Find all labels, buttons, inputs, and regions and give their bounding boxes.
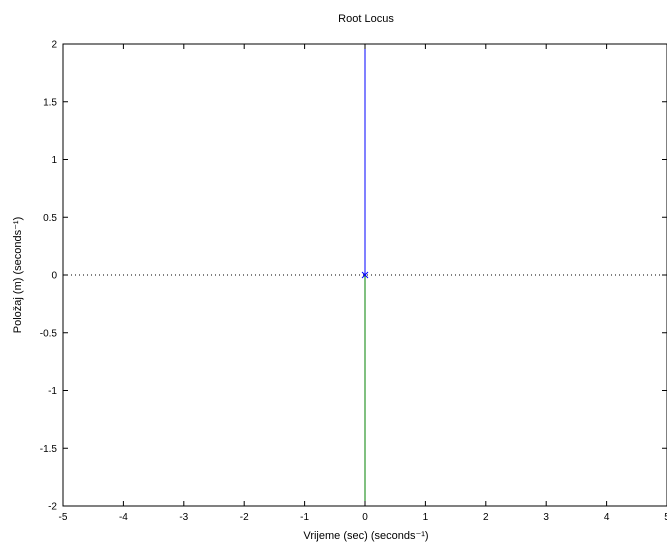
y-tick-label: 1 <box>51 155 57 166</box>
chart-title: Root Locus <box>338 13 394 25</box>
x-tick-label: -2 <box>240 512 249 523</box>
x-tick-label: -5 <box>59 512 68 523</box>
y-tick-label: -2 <box>48 502 57 513</box>
x-tick-labels: -5 -4 -3 -2 -1 0 1 2 3 4 5 <box>59 512 667 523</box>
plot-area <box>62 43 667 507</box>
y-tick-label: 0.5 <box>43 213 57 224</box>
x-tick-label: -4 <box>119 512 128 523</box>
pole-marker-stroke <box>361 271 369 279</box>
y-tick-label: 1.5 <box>43 97 57 108</box>
x-tick-label: 3 <box>543 512 549 523</box>
y-axis-label: Položaj (m) (seconds⁻¹) <box>12 217 24 333</box>
x-tick-label: 5 <box>664 512 667 523</box>
x-tick-label: 1 <box>423 512 429 523</box>
pole-marker-1 <box>361 271 369 279</box>
x-tick-label: 2 <box>483 512 489 523</box>
y-tick-labels: -2 -1.5 -1 -0.5 0 0.5 1 1.5 2 <box>40 40 58 513</box>
y-tick-label: -1 <box>48 386 57 397</box>
x-tick-label: -1 <box>300 512 309 523</box>
x-tick-label: 0 <box>362 512 368 523</box>
y-tick-label: 2 <box>51 40 57 51</box>
x-axis-label: Vrijeme (sec) (seconds⁻¹) <box>303 530 428 542</box>
ticks-group <box>62 43 667 507</box>
x-tick-label: -3 <box>179 512 188 523</box>
x-tick-label: 4 <box>604 512 610 523</box>
y-tick-label: -1.5 <box>40 444 58 455</box>
y-tick-label: -0.5 <box>40 328 58 339</box>
y-tick-label: 0 <box>51 271 57 282</box>
poles-group <box>361 271 369 279</box>
